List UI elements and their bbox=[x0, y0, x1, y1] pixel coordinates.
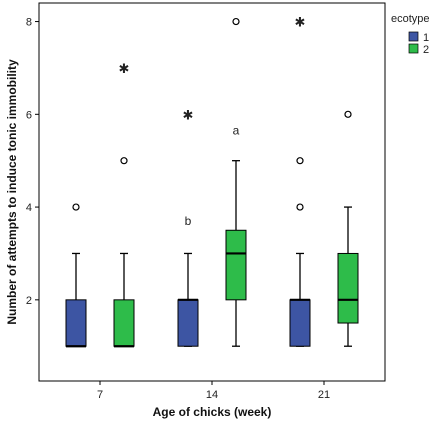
annotations: ba bbox=[185, 124, 240, 228]
y-tick-label: 8 bbox=[26, 17, 32, 29]
box-group: ✱ bbox=[289, 16, 311, 347]
legend-title: ecotype bbox=[391, 13, 430, 25]
outlier-point bbox=[232, 17, 240, 26]
box bbox=[337, 252, 359, 324]
x-tick-label: 14 bbox=[206, 389, 218, 401]
legend: ecotype 1 2 bbox=[391, 13, 430, 56]
x-tick-label: 21 bbox=[318, 389, 330, 401]
x-axis-title: Age of chicks (week) bbox=[153, 405, 272, 419]
annotation-label: b bbox=[185, 214, 192, 228]
extreme-point: ✱ bbox=[295, 16, 306, 31]
annotation-label: a bbox=[233, 124, 240, 138]
x-tick-label: 7 bbox=[97, 389, 103, 401]
y-tick-label: 6 bbox=[26, 109, 32, 121]
x-axis: 7 14 21 bbox=[97, 381, 330, 401]
y-tick-label: 2 bbox=[26, 295, 32, 307]
legend-swatch-1 bbox=[408, 31, 419, 42]
box bbox=[113, 299, 135, 347]
y-tick-label: 4 bbox=[26, 202, 32, 214]
box-group bbox=[65, 203, 87, 348]
extreme-point: ✱ bbox=[119, 62, 130, 77]
legend-swatch-2 bbox=[408, 43, 419, 54]
legend-label-1: 1 bbox=[423, 32, 429, 44]
outlier-point bbox=[72, 203, 80, 211]
box-group: ✱ bbox=[113, 62, 135, 348]
legend-label-2: 2 bbox=[423, 44, 429, 56]
box-group bbox=[337, 110, 359, 347]
box bbox=[177, 299, 199, 347]
box bbox=[225, 229, 247, 301]
y-axis: 2 4 6 8 bbox=[26, 17, 39, 307]
outlier-point bbox=[296, 157, 304, 165]
outlier-point bbox=[344, 110, 352, 118]
plot-frame bbox=[38, 2, 386, 382]
y-axis-title: Number of attempts to induce tonic immob… bbox=[5, 59, 19, 325]
box-groups: ✱ ✱ ✱ bbox=[65, 16, 359, 348]
box-group bbox=[225, 17, 247, 347]
box bbox=[289, 299, 311, 347]
extreme-point: ✱ bbox=[183, 108, 194, 123]
box-group: ✱ bbox=[177, 108, 199, 347]
outlier-point bbox=[296, 203, 304, 211]
outlier-point bbox=[120, 157, 128, 165]
box bbox=[65, 299, 87, 347]
